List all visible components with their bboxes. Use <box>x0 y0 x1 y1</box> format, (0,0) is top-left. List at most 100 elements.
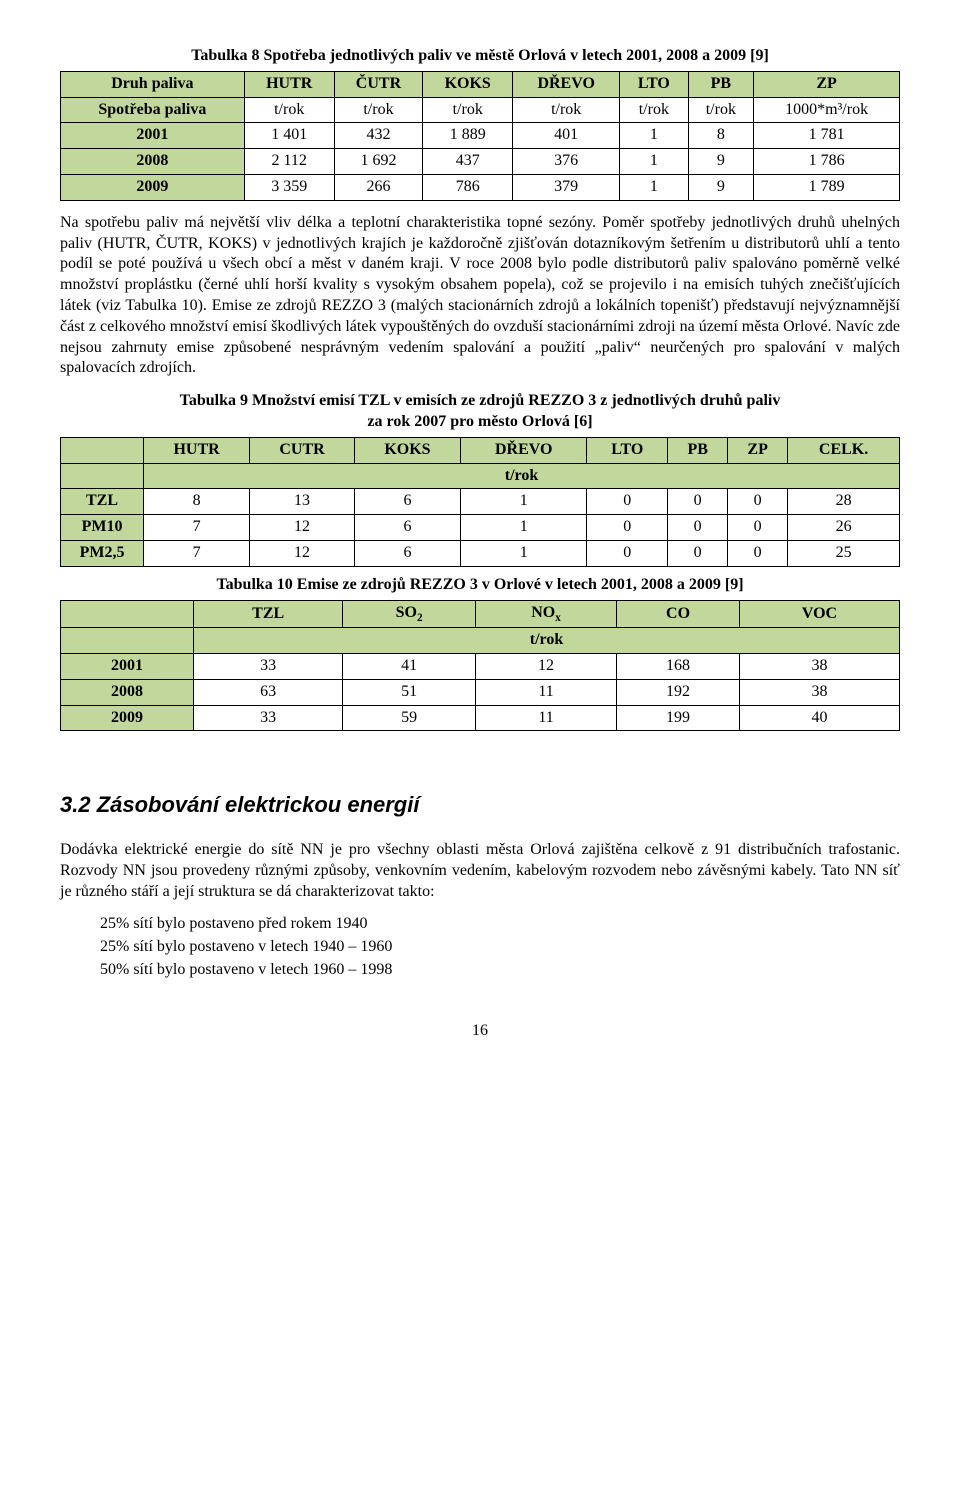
t10-col-co: CO <box>617 600 740 628</box>
t9-col-celk: CELK. <box>788 437 900 463</box>
t10-c: 33 <box>194 654 343 680</box>
t8-col-koks: KOKS <box>423 71 513 97</box>
t8-col-hutr: HUTR <box>244 71 334 97</box>
t8-c: 786 <box>423 174 513 200</box>
t10-c: 40 <box>739 705 899 731</box>
t8-row-2009: 2009 3 359 266 786 379 1 9 1 789 <box>61 174 900 200</box>
t10-row-2008: 2008 63 51 11 192 38 <box>61 679 900 705</box>
t9-c: 0 <box>587 515 668 541</box>
t8-col-cutr: ČUTR <box>334 71 423 97</box>
t9-c: 6 <box>354 515 460 541</box>
bullet-3: 50% sítí bylo postaveno v letech 1960 – … <box>100 960 900 981</box>
t10-c: 11 <box>475 705 616 731</box>
bullet-1: 25% sítí bylo postaveno před rokem 1940 <box>100 914 900 935</box>
t9-unit-blank <box>61 463 144 489</box>
t9-col-hutr: HUTR <box>144 437 250 463</box>
t8-c: 9 <box>688 149 754 175</box>
t8-unit-5: t/rok <box>620 97 688 123</box>
table9-caption: Tabulka 9 Množství emisí TZL v emisích z… <box>60 391 900 433</box>
t8-c: 437 <box>423 149 513 175</box>
t9-c: 0 <box>728 540 788 566</box>
t8-c: 3 359 <box>244 174 334 200</box>
t9-col-koks: KOKS <box>354 437 460 463</box>
t9-row-tzl: TZL 8 13 6 1 0 0 0 28 <box>61 489 900 515</box>
t8-c: 432 <box>334 123 423 149</box>
t9-label-pm10: PM10 <box>61 515 144 541</box>
t8-c: 9 <box>688 174 754 200</box>
t9-c: 0 <box>587 489 668 515</box>
para-spotreba: Na spotřebu paliv má největší vliv délka… <box>60 213 900 379</box>
t10-col-so2: SO2 <box>343 600 476 628</box>
table10: TZL SO2 NOx CO VOC t/rok 2001 33 41 12 1… <box>60 600 900 732</box>
t8-col-pb: PB <box>688 71 754 97</box>
t10-c: 12 <box>475 654 616 680</box>
t9-col-zp: ZP <box>728 437 788 463</box>
t8-unit-7: 1000*m³/rok <box>754 97 900 123</box>
t10-c: 168 <box>617 654 740 680</box>
t8-row-2008: 2008 2 112 1 692 437 376 1 9 1 786 <box>61 149 900 175</box>
t8-c: 401 <box>513 123 620 149</box>
t8-c: 1 <box>620 123 688 149</box>
t8-unit-4: t/rok <box>513 97 620 123</box>
t8-unit-3: t/rok <box>423 97 513 123</box>
t9-row-pm25: PM2,5 7 12 6 1 0 0 0 25 <box>61 540 900 566</box>
bullet-list: 25% sítí bylo postaveno před rokem 1940 … <box>60 914 900 980</box>
t9-c: 0 <box>668 489 728 515</box>
t9-c: 26 <box>788 515 900 541</box>
t9-c: 0 <box>587 540 668 566</box>
t10-c: 41 <box>343 654 476 680</box>
t9-c: 7 <box>144 515 250 541</box>
t10-col-tzl: TZL <box>194 600 343 628</box>
t10-unit-blank <box>61 628 194 654</box>
t8-c: 1 401 <box>244 123 334 149</box>
t8-c: 1 781 <box>754 123 900 149</box>
section-heading-3-2: 3.2 Zásobování elektrickou energií <box>60 791 900 820</box>
t9-col-pb: PB <box>668 437 728 463</box>
t9-c: 12 <box>250 515 355 541</box>
table9: HUTR CUTR KOKS DŘEVO LTO PB ZP CELK. t/r… <box>60 437 900 567</box>
t9-c: 8 <box>144 489 250 515</box>
t10-row-2001: 2001 33 41 12 168 38 <box>61 654 900 680</box>
t8-col-drevo: DŘEVO <box>513 71 620 97</box>
t8-c: 1 <box>620 149 688 175</box>
t9-col-drevo: DŘEVO <box>461 437 587 463</box>
t10-year-2009: 2009 <box>61 705 194 731</box>
t9-c: 0 <box>728 489 788 515</box>
t10-col-blank <box>61 600 194 628</box>
t8-c: 1 <box>620 174 688 200</box>
t8-c: 266 <box>334 174 423 200</box>
t9-c: 6 <box>354 489 460 515</box>
t10-c: 63 <box>194 679 343 705</box>
t10-c: 33 <box>194 705 343 731</box>
t9-label-tzl: TZL <box>61 489 144 515</box>
t8-col-lto: LTO <box>620 71 688 97</box>
t10-col-nox: NOx <box>475 600 616 628</box>
t8-year-2001: 2001 <box>61 123 245 149</box>
t9-c: 1 <box>461 489 587 515</box>
t10-c: 38 <box>739 654 899 680</box>
t8-c: 2 112 <box>244 149 334 175</box>
t9-col-cutr: CUTR <box>250 437 355 463</box>
table10-caption: Tabulka 10 Emise ze zdrojů REZZO 3 v Orl… <box>60 575 900 596</box>
t10-c: 199 <box>617 705 740 731</box>
t9-c: 0 <box>668 540 728 566</box>
t8-c: 1 692 <box>334 149 423 175</box>
t10-year-2008: 2008 <box>61 679 194 705</box>
t9-c: 25 <box>788 540 900 566</box>
t8-col-zp: ZP <box>754 71 900 97</box>
t10-c: 38 <box>739 679 899 705</box>
t10-col-voc: VOC <box>739 600 899 628</box>
t9-c: 28 <box>788 489 900 515</box>
t10-c: 59 <box>343 705 476 731</box>
t9-cap-l2: za rok 2007 pro město Orlová [6] <box>367 413 592 430</box>
t8-unit-2: t/rok <box>334 97 423 123</box>
t9-c: 0 <box>668 515 728 541</box>
para-zasobovani: Dodávka elektrické energie do sítě NN je… <box>60 840 900 902</box>
t9-c: 6 <box>354 540 460 566</box>
t9-col-blank <box>61 437 144 463</box>
t8-row-2001: 2001 1 401 432 1 889 401 1 8 1 781 <box>61 123 900 149</box>
t9-unit-row: t/rok <box>144 463 900 489</box>
t10-year-2001: 2001 <box>61 654 194 680</box>
t9-col-lto: LTO <box>587 437 668 463</box>
t9-c: 12 <box>250 540 355 566</box>
